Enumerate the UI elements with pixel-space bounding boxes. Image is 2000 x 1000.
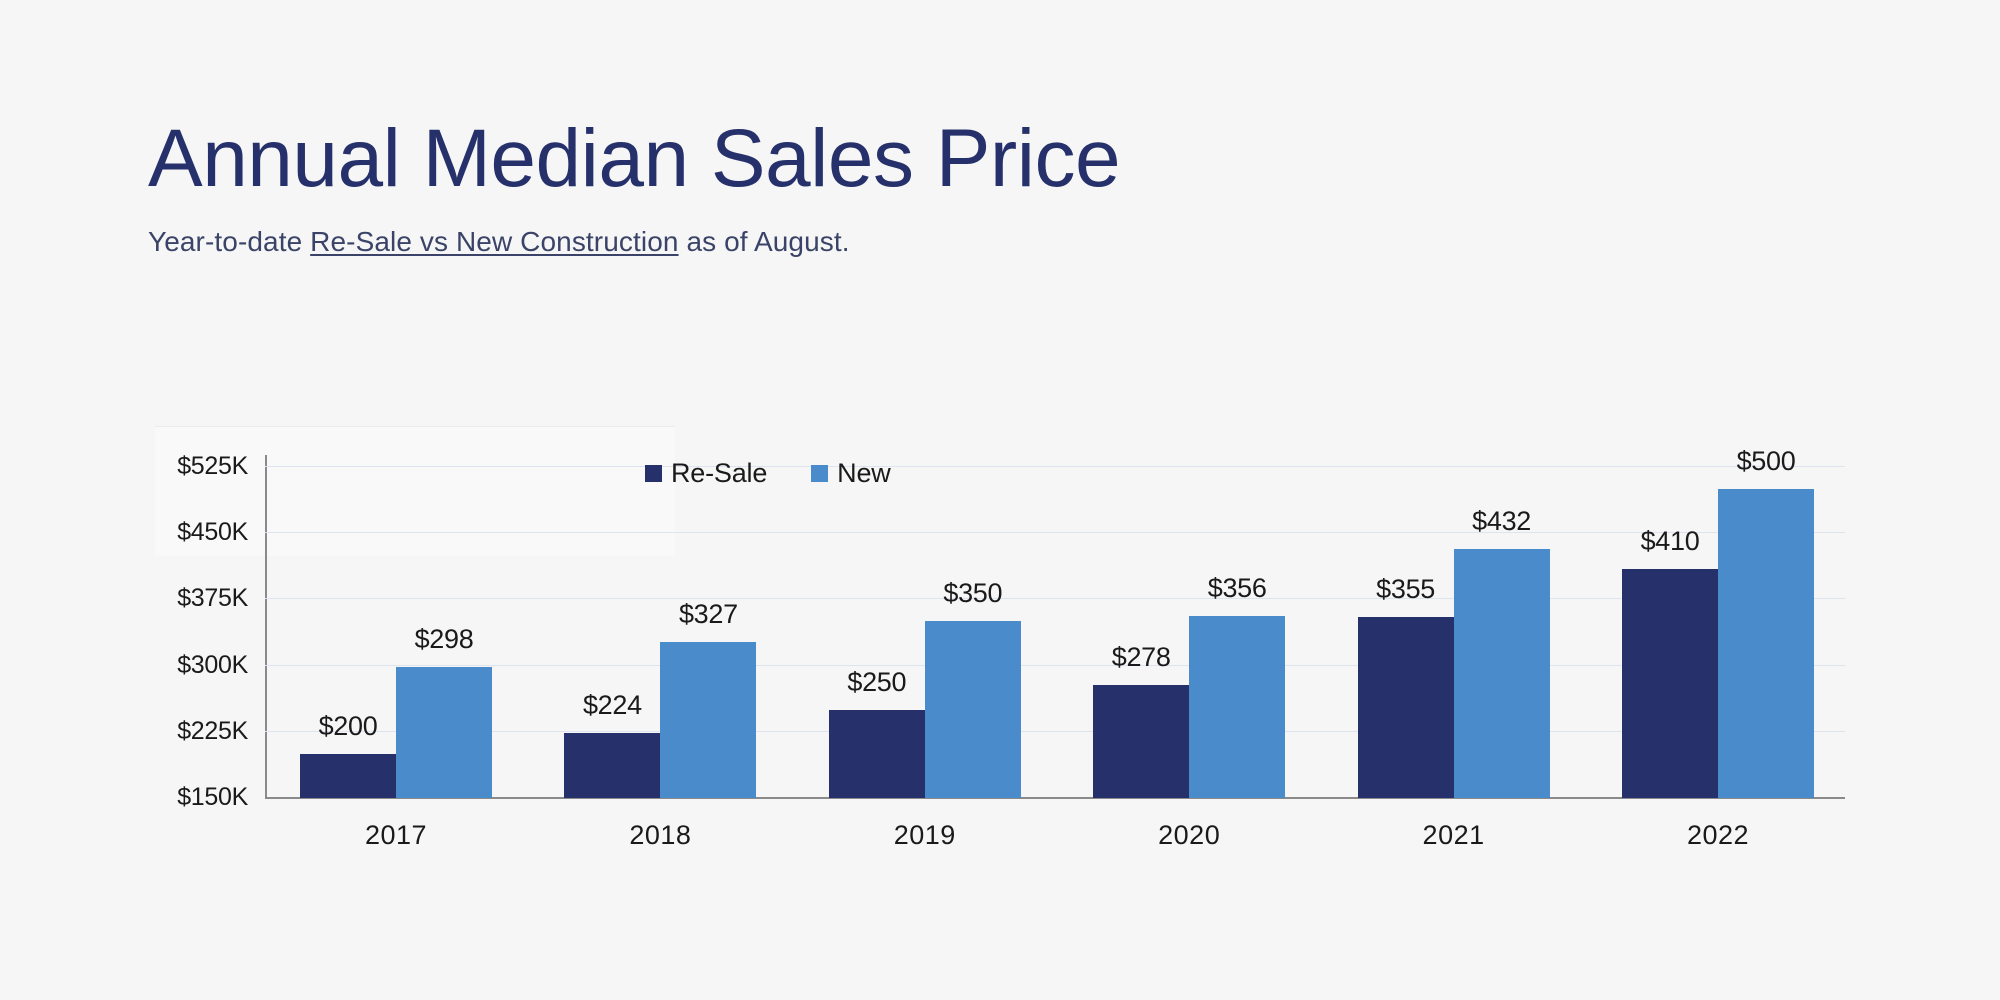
bar-new-2019[interactable]: $350: [924, 578, 1021, 798]
x-axis-tick-label-2022: 2022: [1686, 820, 1750, 850]
bar-value-label: $356: [1207, 573, 1267, 604]
bar-new-2021[interactable]: $432: [1453, 506, 1550, 798]
y-axis-tick-label: $300K: [177, 650, 248, 679]
bar-value-label: $278: [1111, 642, 1171, 673]
y-axis-line: [265, 455, 267, 798]
y-axis-tick-label: $375K: [177, 584, 248, 613]
bar-group-2020: $278 $356: [1093, 466, 1286, 798]
bar-resale-2021[interactable]: $355: [1357, 574, 1454, 798]
bar-new-2017[interactable]: $298: [396, 624, 492, 798]
bar-value-label: $350: [943, 578, 1003, 609]
bar-group-2017: $200 $298: [300, 466, 492, 798]
bar-new-2020[interactable]: $356: [1189, 573, 1286, 798]
y-axis-tick-label: $225K: [177, 716, 248, 745]
chart-subtitle: Year-to-date Re-Sale vs New Construction…: [148, 226, 1548, 258]
bar-value-label: $432: [1472, 506, 1532, 537]
legend-swatch-icon: [811, 465, 829, 482]
legend-item-resale[interactable]: Re-Sale: [645, 458, 767, 489]
x-axis-tick-label-2018: 2018: [629, 820, 692, 850]
legend-item-new[interactable]: New: [811, 458, 891, 489]
x-axis-tick-label-2017: 2017: [364, 820, 428, 850]
bar-group-2019: $250 $350: [828, 466, 1021, 798]
gridline: [265, 598, 1845, 600]
bar-group-2022: $410 $500: [1622, 446, 1814, 798]
subtitle-suffix: as of August.: [678, 226, 850, 257]
subtitle-prefix: Year-to-date: [148, 226, 311, 257]
bar-resale-2020[interactable]: $278: [1093, 642, 1190, 798]
bar-value-label: $200: [318, 710, 378, 741]
bar-value-label: $500: [1736, 446, 1796, 477]
gridline: [265, 664, 1845, 666]
bar-value-label: $250: [847, 666, 907, 697]
page-title: Annual Median Sales Price: [148, 113, 1121, 204]
gridline: [265, 532, 1845, 534]
y-axis-tick-label: $450K: [177, 518, 248, 547]
y-axis-tick-label: $525K: [177, 452, 248, 480]
chart-legend: Re-Sale New: [645, 458, 891, 489]
bar-value-label: $355: [1376, 574, 1436, 605]
bar-resale-2022[interactable]: $410: [1622, 526, 1718, 798]
plot-area: $200 $298 $224 $327 $250 $350 $278 $356 $355 $432…: [265, 446, 1845, 798]
bar-group-2018: $224 $327: [564, 466, 757, 798]
x-axis-line: [265, 797, 1845, 799]
bar-value-label: $410: [1640, 525, 1700, 556]
bar-new-2022[interactable]: $500: [1718, 446, 1814, 798]
x-axis-tick-label-2021: 2021: [1422, 820, 1485, 850]
legend-label: Re-Sale: [671, 458, 768, 488]
bar-resale-2017[interactable]: $200: [300, 711, 396, 798]
chart-header: Annual Median Sales Price Year-to-date R…: [148, 118, 1548, 258]
bar-value-label: $224: [582, 689, 642, 720]
legend-label: New: [837, 458, 891, 488]
bar-resale-2018[interactable]: $224: [564, 690, 661, 798]
bar-value-label: $298: [414, 624, 474, 655]
subtitle-underlined-phrase: Re-Sale vs New Construction: [310, 226, 679, 257]
y-axis-tick-label: $150K: [177, 783, 248, 811]
bar-new-2018[interactable]: $327: [660, 599, 757, 798]
x-axis-tick-label-2019: 2019: [893, 820, 956, 850]
bar-value-label: $327: [678, 598, 738, 629]
gridline: [265, 730, 1845, 732]
gridline: [265, 466, 1845, 467]
legend-swatch-icon: [645, 465, 662, 482]
bar-group-2021: $355 $432: [1357, 466, 1550, 798]
bar-resale-2019[interactable]: $250: [828, 667, 925, 798]
x-axis-tick-label-2020: 2020: [1158, 820, 1221, 850]
